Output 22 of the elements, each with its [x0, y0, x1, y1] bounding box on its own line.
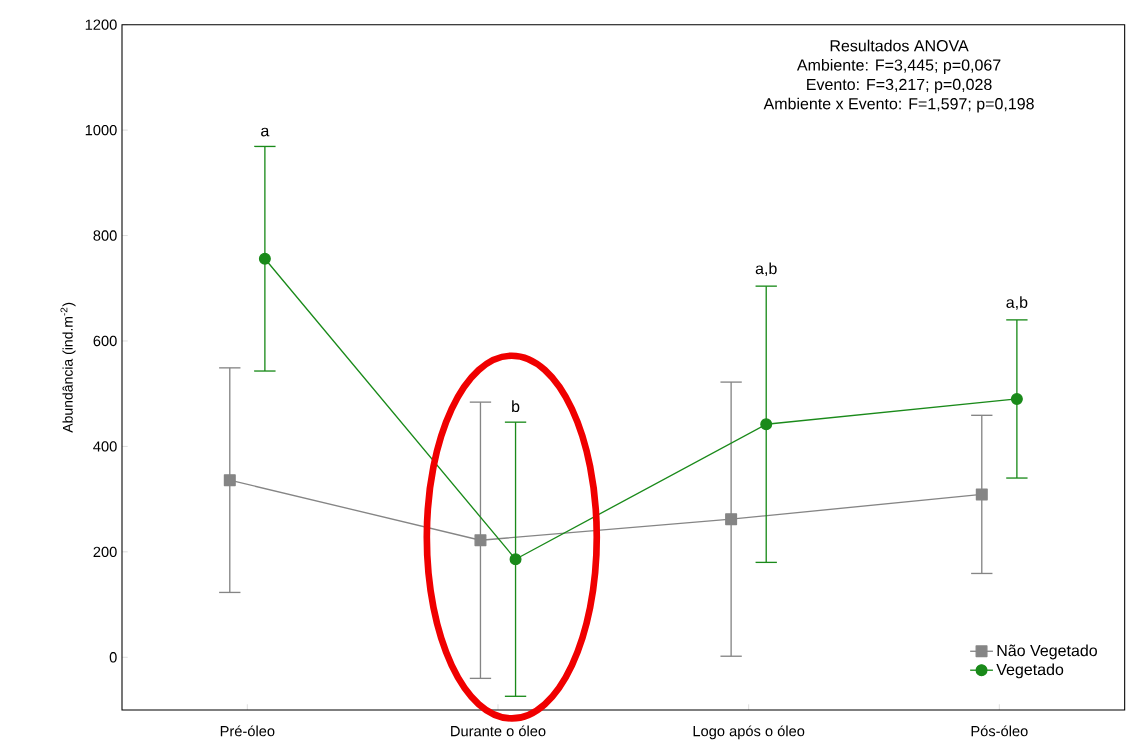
y-tick-label: 1200	[85, 19, 117, 30]
annotation: Resultados ANOVA	[830, 39, 969, 52]
x-tick-label: Pré-óleo	[220, 725, 275, 737]
legend-label: Não Vegetado	[997, 644, 1097, 660]
annotation: Ambiente x Evento: F=1,597; p=0,198	[763, 97, 1034, 113]
y-axis-title: Abundância (ind.m$^{-2}$)	[60, 302, 76, 433]
y-tick-label: 400	[93, 441, 117, 452]
annotation: a,b	[755, 262, 777, 277]
annotation: a	[261, 127, 270, 137]
y-tick-label: 600	[93, 335, 117, 347]
annotation: Evento: F=3,217; p=0,028	[807, 78, 992, 94]
annotation: a,b	[1006, 296, 1028, 310]
legend-label: Vegetado	[996, 663, 1064, 679]
annotation: Ambiente: F=3,445; p=0,067	[796, 59, 1001, 74]
y-tick-label: 200	[93, 546, 117, 558]
x-tick-label: Pós-óleo	[971, 725, 1028, 737]
y-tick-label: 800	[93, 230, 117, 241]
y-tick-label: 0	[109, 652, 117, 663]
x-tick-label: Durante o óleo	[451, 725, 546, 737]
x-tick-label: Logo após o óleo	[693, 725, 805, 740]
y-tick-label: 1000	[85, 124, 117, 136]
annotation: b	[512, 400, 520, 413]
